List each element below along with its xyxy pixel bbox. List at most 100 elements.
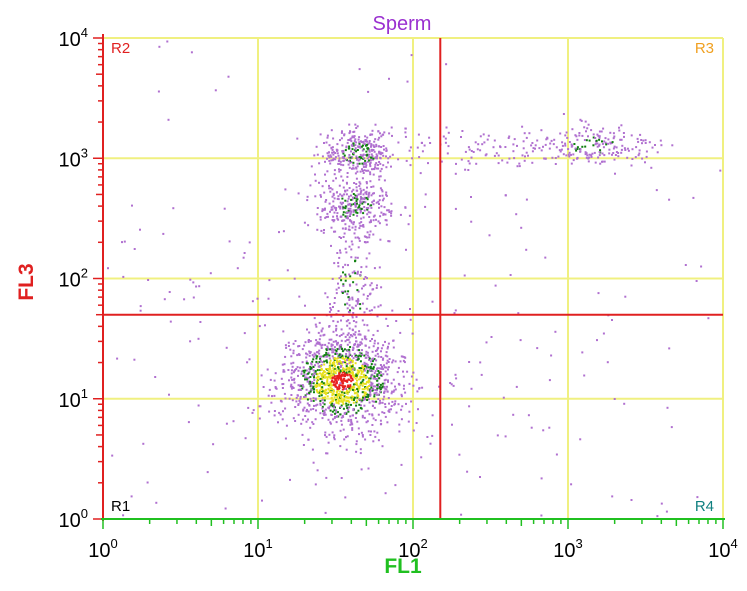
data-point — [377, 130, 380, 133]
data-point — [483, 141, 486, 144]
data-point — [352, 196, 354, 199]
data-point — [370, 386, 373, 389]
data-point — [305, 362, 308, 365]
data-point — [371, 338, 373, 340]
data-point — [645, 150, 648, 153]
data-point — [376, 379, 379, 382]
data-point — [587, 157, 590, 160]
data-point — [352, 347, 355, 350]
data-point — [378, 203, 380, 205]
data-point — [312, 382, 315, 385]
data-point — [415, 422, 418, 424]
data-point — [347, 228, 350, 231]
data-point — [580, 119, 583, 122]
data-point — [353, 135, 356, 138]
data-point — [530, 426, 533, 429]
data-point — [326, 379, 329, 382]
data-point — [361, 149, 364, 152]
data-point — [310, 389, 313, 392]
data-point — [404, 131, 407, 134]
data-point — [608, 148, 611, 151]
data-point — [295, 396, 298, 399]
data-point — [626, 156, 629, 159]
data-point — [268, 388, 271, 391]
data-point — [358, 403, 361, 406]
data-point — [368, 156, 371, 158]
data-point — [331, 402, 334, 405]
data-point — [561, 144, 564, 147]
data-point — [347, 209, 350, 212]
data-point — [391, 134, 393, 137]
data-point — [504, 435, 507, 438]
data-point — [382, 212, 385, 215]
data-point — [308, 354, 311, 357]
data-point — [353, 392, 356, 395]
data-point — [363, 162, 366, 164]
data-point — [356, 420, 359, 423]
data-point — [331, 431, 334, 434]
data-point — [341, 357, 344, 359]
data-point — [374, 385, 377, 388]
data-point — [335, 324, 338, 327]
data-point — [525, 198, 528, 201]
data-point — [326, 353, 329, 356]
data-point — [343, 412, 346, 415]
data-point — [382, 357, 385, 360]
data-point — [343, 385, 346, 388]
data-point — [460, 136, 462, 138]
data-point — [373, 267, 376, 270]
data-point — [380, 374, 383, 377]
data-point — [381, 194, 384, 197]
data-point — [351, 361, 354, 364]
data-point — [592, 133, 595, 136]
data-point — [355, 177, 358, 180]
data-point — [333, 409, 336, 412]
data-point — [383, 379, 386, 382]
data-point — [331, 344, 334, 347]
data-point — [316, 228, 319, 231]
data-point — [588, 153, 591, 156]
data-point — [284, 344, 287, 347]
data-point — [583, 126, 586, 129]
data-point — [470, 156, 473, 159]
data-point — [362, 172, 365, 174]
data-point — [612, 152, 615, 154]
data-point — [344, 149, 347, 152]
data-point — [377, 355, 380, 358]
data-point — [617, 155, 620, 158]
data-point — [378, 199, 381, 202]
data-point — [372, 173, 375, 176]
data-point — [314, 179, 317, 182]
data-point — [309, 408, 312, 411]
data-point — [345, 369, 348, 372]
data-point — [304, 341, 307, 344]
data-point — [372, 334, 375, 337]
data-point — [345, 216, 348, 219]
data-point — [344, 303, 347, 306]
data-point — [366, 420, 369, 423]
data-point — [367, 211, 370, 214]
data-point — [306, 353, 309, 356]
data-point — [343, 395, 346, 398]
data-point — [375, 145, 378, 148]
data-point — [380, 347, 383, 350]
data-point — [319, 359, 322, 362]
data-point — [363, 369, 366, 372]
data-point — [370, 381, 373, 384]
data-point — [321, 417, 324, 420]
data-point — [365, 181, 368, 183]
data-point — [332, 153, 335, 156]
data-point — [534, 147, 536, 150]
data-point — [355, 155, 358, 158]
data-point — [305, 373, 308, 376]
data-point — [364, 438, 367, 441]
data-point — [122, 514, 125, 517]
data-point — [372, 417, 375, 420]
data-point — [332, 367, 335, 370]
data-point — [326, 391, 328, 394]
data-point — [366, 369, 369, 372]
data-point — [385, 223, 388, 226]
data-point — [368, 413, 371, 416]
data-point — [187, 421, 190, 424]
data-point — [331, 379, 334, 382]
